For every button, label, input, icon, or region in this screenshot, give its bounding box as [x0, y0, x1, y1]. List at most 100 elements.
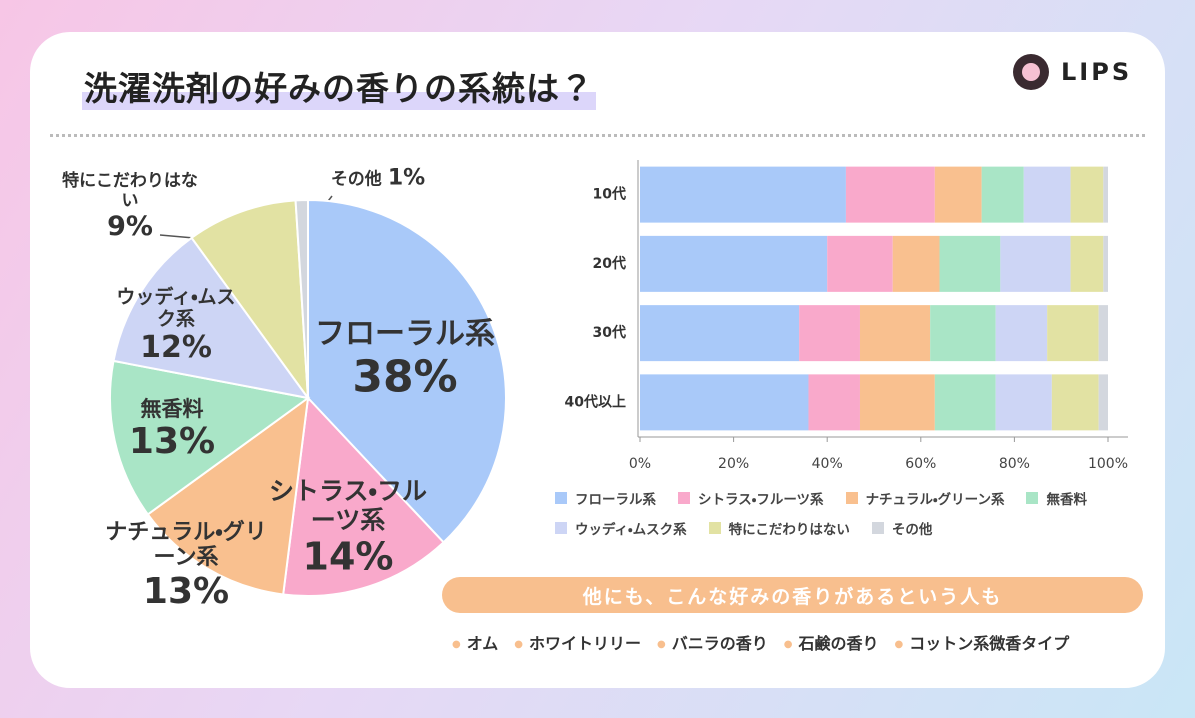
bar-segment	[934, 166, 982, 223]
legend-label: 特にこだわりはない	[728, 522, 850, 538]
slice-name: 無香料	[140, 397, 204, 422]
bar-segment	[640, 235, 828, 292]
bar-segment	[981, 166, 1024, 223]
legend-item: その他	[871, 518, 933, 538]
bar-segment	[1051, 374, 1099, 431]
pie-slice	[307, 198, 507, 544]
x-tick-label: 80%	[999, 456, 1030, 472]
slice-value: 13%	[142, 570, 230, 612]
bar-segment	[995, 305, 1048, 362]
pie-slice	[282, 395, 445, 597]
slice-name: フローラル系	[315, 316, 495, 352]
slice-value: 12%	[140, 329, 212, 365]
bar-segment	[1070, 235, 1104, 292]
y-tick-label: 30代	[593, 324, 626, 341]
y-tick-label: 10代	[593, 186, 626, 203]
x-tick-label: 60%	[905, 456, 936, 472]
bar-segment	[799, 305, 860, 362]
bar-segment	[1103, 235, 1108, 292]
brand: LIPS	[1013, 52, 1132, 92]
bar-segment	[845, 166, 935, 223]
legend-label: ナチュラル・グリーン系	[865, 492, 1005, 508]
bar-segment	[892, 235, 940, 292]
brand-logo	[1013, 54, 1049, 90]
pie-label: シトラス・フルーツ系 14%	[268, 477, 428, 578]
pie-slice	[112, 236, 311, 400]
slice-name: ウッディ・ムスク系	[116, 285, 236, 330]
divider	[50, 134, 1145, 137]
y-tick-label: 40代以上	[565, 393, 626, 410]
pie-label: ナチュラル・グリーン系 13%	[101, 520, 271, 612]
pie-slice	[109, 359, 311, 516]
pie-label: その他 1%	[313, 165, 443, 190]
bar-segment	[930, 305, 996, 362]
pie-label: フローラル系 38%	[300, 317, 510, 402]
bar-segment	[1103, 166, 1108, 223]
legend-item: ウッディ・ムスク系	[555, 518, 687, 538]
pie-slice	[146, 395, 310, 596]
slice-value: 1%	[387, 165, 426, 191]
brand-name: LIPS	[1061, 58, 1133, 86]
legend-swatch	[555, 492, 567, 504]
footer-item: 石鹸の香り	[784, 630, 879, 654]
legend-item: フローラル系	[555, 488, 656, 508]
bar-segment	[859, 374, 935, 431]
pie-slice	[190, 199, 310, 402]
footer-item: バニラの香り	[657, 630, 768, 654]
legend-swatch	[678, 492, 690, 504]
x-tick-label: 20%	[718, 456, 749, 472]
bar-segment	[995, 374, 1052, 431]
bar-segment	[1023, 166, 1071, 223]
pie-slice	[294, 198, 309, 399]
bar-segment	[827, 235, 893, 292]
banner: 他にも、こんな好みの香りがあるという人も	[442, 577, 1143, 613]
title: 洗濯洗剤の好みの香りの系統は？	[82, 62, 596, 110]
legend-label: シトラス・フルーツ系	[698, 492, 824, 508]
slice-name: ナチュラル・グリーン系	[105, 520, 267, 571]
bar-segment	[640, 166, 846, 223]
bar-segment	[859, 305, 931, 362]
legend: フローラル系 シトラス・フルーツ系 ナチュラル・グリーン系 無香料ウッディ・ムスク系 特…	[555, 488, 1135, 538]
bar-segment	[808, 374, 860, 431]
pie-label: ウッディ・ムスク系 12%	[111, 285, 241, 365]
legend-label: ウッディ・ムスク系	[575, 522, 687, 538]
y-tick-label: 20代	[593, 255, 626, 272]
legend-label: フローラル系	[575, 492, 656, 508]
slice-name: 特にこだわりはない	[62, 170, 198, 211]
slice-value: 14%	[302, 533, 394, 578]
legend-swatch	[871, 522, 884, 534]
slice-value: 13%	[128, 421, 216, 463]
legend-item: 無香料	[1026, 488, 1087, 508]
slice-value: 9%	[107, 211, 153, 243]
bar-segment	[934, 374, 996, 431]
legend-item: ナチュラル・グリーン系	[845, 488, 1005, 508]
legend-label: 無香料	[1046, 492, 1087, 508]
bar-segment	[640, 374, 809, 431]
legend-item: 特にこだわりはない	[708, 518, 850, 538]
x-tick-label: 40%	[812, 456, 843, 472]
bar-segment	[1098, 305, 1108, 362]
bar-segment	[640, 305, 800, 362]
legend-item: シトラス・フルーツ系	[678, 488, 824, 508]
footer-item: コットン系微香タイプ	[895, 630, 1069, 654]
x-tick-label: 100%	[1088, 456, 1128, 472]
slice-name: その他	[330, 169, 382, 190]
pie-label: 無香料 13%	[117, 397, 227, 463]
footer-item: ホワイトリリー	[514, 630, 641, 654]
bar-segment	[939, 235, 1001, 292]
slice-name: シトラス・フルーツ系	[268, 476, 427, 535]
legend-swatch	[555, 522, 567, 534]
legend-label: その他	[891, 522, 933, 538]
legend-swatch	[708, 522, 721, 534]
pie-label: 特にこだわりはない 9%	[55, 170, 205, 243]
bar-segment	[1047, 305, 1099, 362]
bar-segment	[1000, 235, 1071, 292]
footer-item: オム	[452, 630, 499, 654]
x-tick-label: 0%	[629, 456, 651, 472]
bar-segment	[1098, 374, 1108, 431]
slice-value: 38%	[352, 350, 458, 402]
bar-segment	[1070, 166, 1104, 223]
legend-swatch	[1026, 492, 1039, 504]
